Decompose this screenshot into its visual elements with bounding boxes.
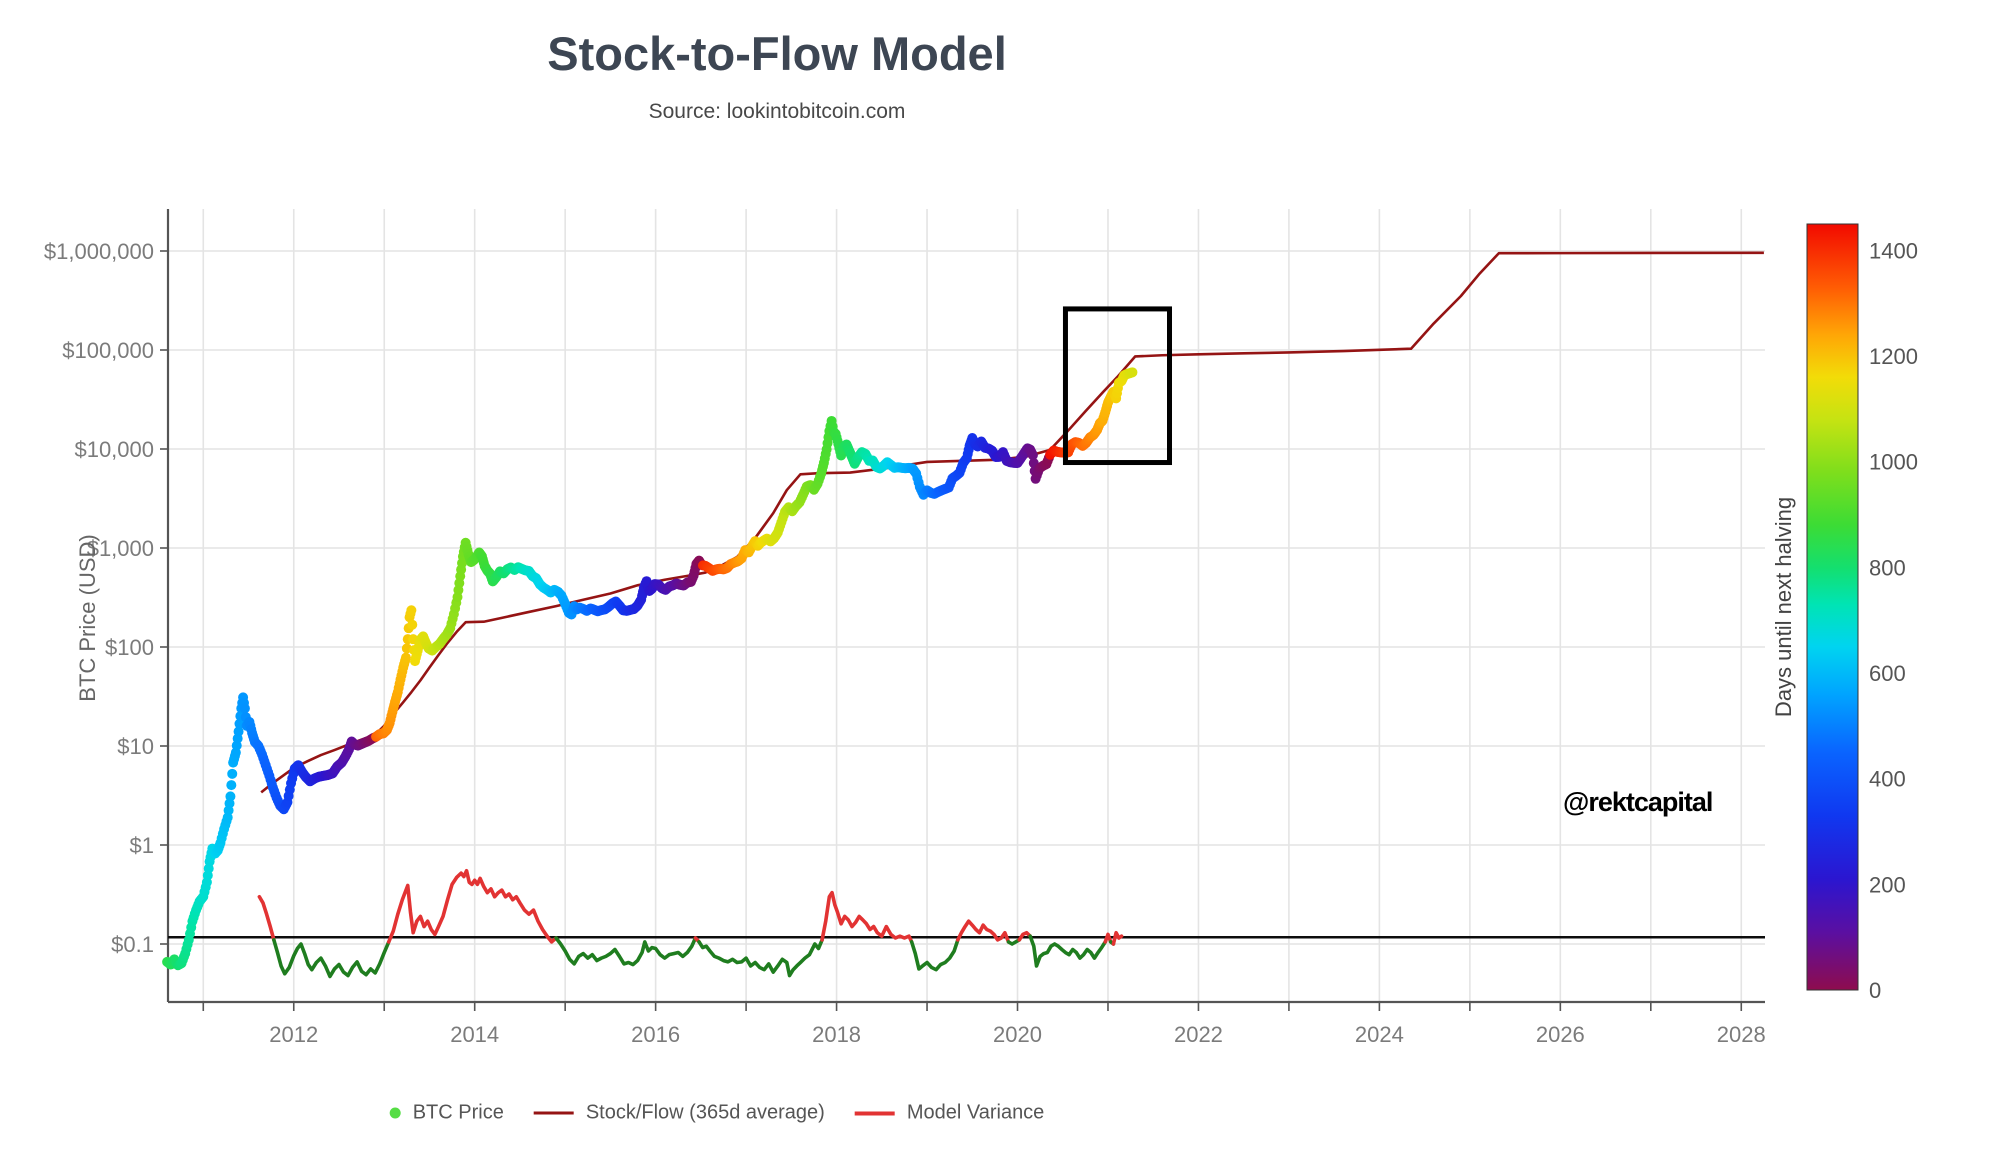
legend-item-btc-price: BTC Price (389, 1101, 504, 1125)
colorbar-tick-label: 400 (1869, 767, 1906, 792)
legend-item-model-variance: Model Variance (854, 1101, 1045, 1125)
y-tick-label: $1 (130, 833, 154, 858)
stock-flow-line-icon (533, 1111, 574, 1115)
colorbar-title: Days until next halving (1771, 496, 1796, 718)
x-tick-label: 2028 (1717, 1022, 1766, 1047)
model-variance-line-icon (854, 1111, 895, 1115)
colorbar-tick-label: 200 (1869, 872, 1906, 897)
legend-label: Model Variance (906, 1101, 1045, 1124)
colorbar-tick-label: 0 (1869, 978, 1881, 1003)
legend-item-stock-flow: Stock/Flow (365d average) (533, 1101, 825, 1125)
stock-flow-model-line (260, 251, 1764, 794)
colorbar-tick-label: 1200 (1869, 344, 1918, 369)
x-tick-label: 2020 (993, 1022, 1042, 1047)
highlight-box (1062, 306, 1173, 466)
x-tick-label: 2016 (631, 1022, 680, 1047)
x-tick-label: 2026 (1536, 1022, 1585, 1047)
x-tick-label: 2014 (450, 1022, 499, 1047)
y-axis-title: BTC Price (USD) (75, 534, 100, 702)
colorbar-tick-label: 1400 (1869, 238, 1918, 263)
x-tick-label: 2018 (812, 1022, 861, 1047)
x-tick-label: 2024 (1355, 1022, 1404, 1047)
legend-label: Stock/Flow (365d average) (585, 1101, 825, 1124)
btc-price-dot-icon (389, 1107, 401, 1119)
y-tick-label: $100,000 (62, 338, 154, 363)
y-tick-label: $10 (117, 734, 154, 759)
page-title: Stock-to-Flow Model (547, 27, 1007, 80)
colorbar-tick-label: 800 (1869, 555, 1906, 580)
chart-subtitle: Source: lookintobitcoin.com (648, 100, 906, 123)
y-tick-label: $100 (105, 635, 154, 660)
btc-price-scatter (162, 367, 1138, 971)
legend-label: BTC Price (412, 1101, 504, 1124)
y-tick-label: $0.1 (111, 932, 154, 957)
chart-legend: BTC Price Stock/Flow (365d average) Mode… (389, 1101, 1045, 1125)
y-tick-label: $1,000,000 (44, 239, 154, 264)
y-tick-label: $10,000 (74, 437, 154, 462)
x-tick-label: 2012 (269, 1022, 318, 1047)
x-tick-label: 2022 (1174, 1022, 1223, 1047)
y-tick-label: $1,000 (87, 536, 154, 561)
colorbar-tick-label: 600 (1869, 661, 1906, 686)
colorbar: 0 200 400 600 800 1000 1200 1400 (1806, 223, 1918, 1003)
colorbar-tick-label: 1000 (1869, 450, 1918, 475)
axes: 2012 2014 2016 2018 2020 2022 2024 2026 2028 $1,0… (44, 209, 1766, 1047)
watermark-rektcapital: @rektcapital (1563, 787, 1713, 817)
gridlines (168, 209, 1765, 1002)
model-variance-line (257, 868, 1124, 979)
